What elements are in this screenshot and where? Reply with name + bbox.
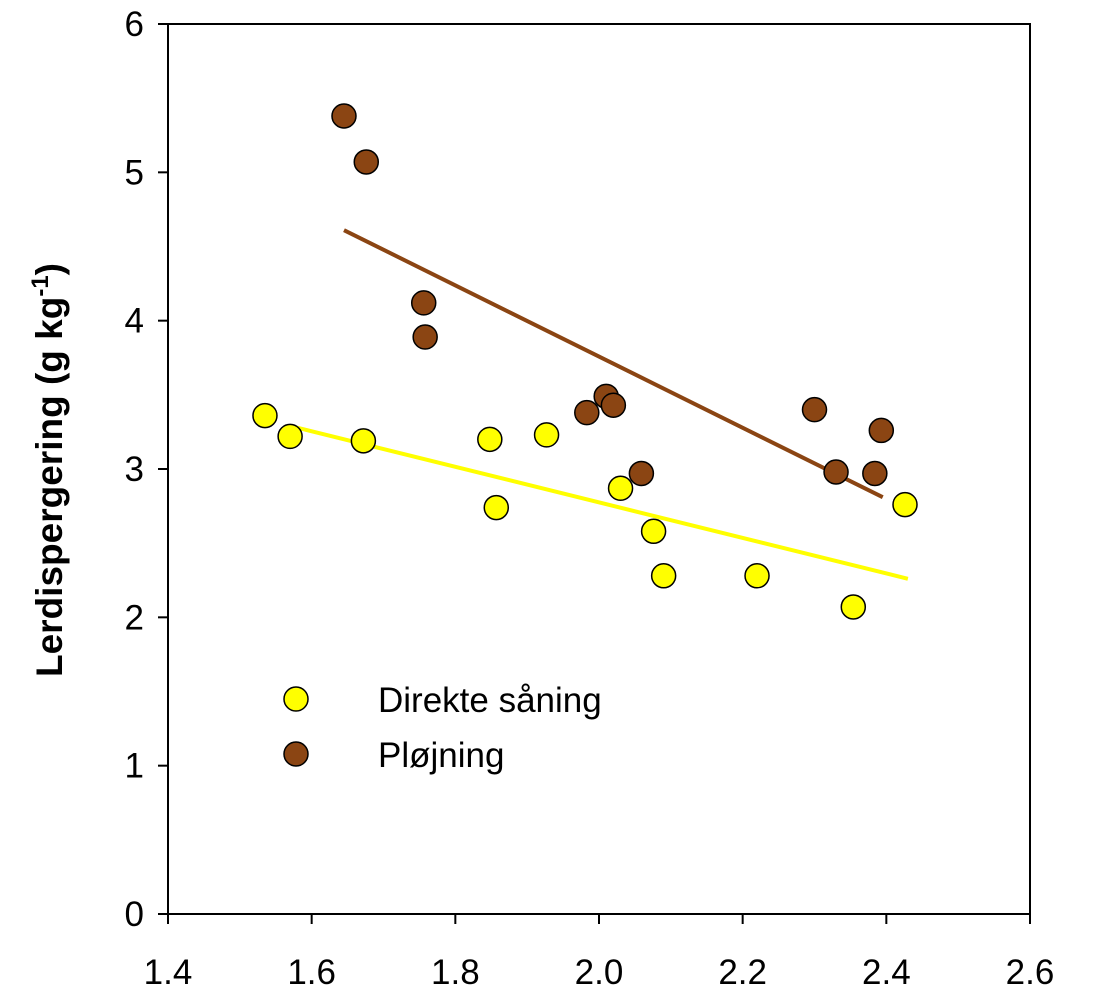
trendline-series-1 <box>343 228 884 499</box>
data-point-series-1 <box>412 324 438 350</box>
data-point-series-0 <box>533 422 560 448</box>
trendline-series-0 <box>289 424 909 581</box>
trendlines <box>289 228 909 581</box>
y-axis-title-main: Lerdispergering (g kg <box>29 297 70 677</box>
y-tick-label: 2 <box>125 598 144 637</box>
data-point-series-1 <box>353 149 380 175</box>
y-axis-title-superscript: -1 <box>27 275 54 296</box>
y-tick-label: 5 <box>125 153 144 192</box>
x-tick-label: 1.4 <box>144 953 193 992</box>
data-point-series-0 <box>640 518 667 545</box>
data-point-series-1 <box>410 290 437 316</box>
data-point-series-0 <box>607 475 634 502</box>
plot-frame <box>167 23 1031 915</box>
data-point-series-1 <box>628 460 655 487</box>
data-point-series-1 <box>862 460 888 487</box>
y-tick-label: 3 <box>125 450 144 489</box>
x-tick-label: 1.8 <box>431 953 480 992</box>
data-point-series-1 <box>574 399 600 426</box>
x-tick-label: 2.0 <box>575 953 624 992</box>
y-tick-label: 6 <box>125 5 144 44</box>
data-point-series-1 <box>868 417 895 444</box>
x-axis-ticks: 1.4 1.6 1.8 2.0 2.2 2.4 2.6 <box>144 914 1055 992</box>
x-tick-label: 2.2 <box>718 953 767 992</box>
y-tick-label: 1 <box>125 747 144 786</box>
x-tick-label: 1.6 <box>287 953 336 992</box>
data-point-series-0 <box>350 428 377 454</box>
data-point-series-0 <box>483 494 510 521</box>
y-axis-title-close: ) <box>29 263 70 275</box>
data-point-series-0 <box>277 423 303 450</box>
legend-label-direkte-saning: Direkte såning <box>378 681 602 720</box>
data-point-series-0 <box>840 594 867 620</box>
legend-label-plojning: Pløjning <box>378 736 504 775</box>
data-point-series-0 <box>252 402 278 429</box>
y-axis-title: Lerdispergering (g kg-1) <box>27 263 70 677</box>
legend: Direkte såning Pløjning <box>283 681 602 775</box>
data-point-series-0 <box>744 563 770 589</box>
x-tick-label: 2.6 <box>1006 953 1055 992</box>
data-point-series-0 <box>477 426 503 453</box>
data-point-series-1 <box>600 392 627 418</box>
data-points <box>252 103 918 620</box>
data-point-series-1 <box>801 396 828 423</box>
data-point-series-1 <box>331 103 357 129</box>
data-point-series-0 <box>650 563 677 589</box>
y-tick-label: 4 <box>125 302 144 341</box>
data-point-series-1 <box>823 459 849 485</box>
y-tick-label: 0 <box>125 895 144 934</box>
legend-marker-direkte-saning <box>283 686 309 712</box>
legend-marker-plojning <box>283 741 309 767</box>
y-axis-ticks: 0 1 2 3 4 5 6 <box>125 5 168 934</box>
x-tick-label: 2.4 <box>862 953 911 992</box>
data-point-series-0 <box>892 491 918 518</box>
